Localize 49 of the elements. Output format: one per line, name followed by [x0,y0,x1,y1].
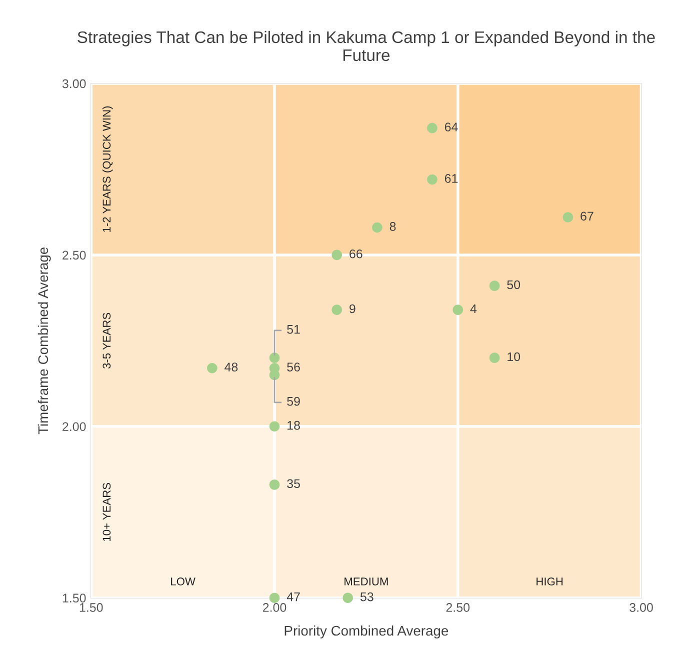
band-label: 1-2 YEARS (QUICK WIN) [102,106,113,232]
point [372,222,382,233]
annotation: 47 [286,592,300,602]
point [489,280,500,291]
point [332,304,342,315]
y-tick-label: 2.00 [62,422,86,432]
annotation: 4 [470,304,477,314]
annotation: 59 [287,396,300,406]
annotation: 50 [507,280,520,290]
x-tick-label: 1.50 [80,603,103,612]
band-label: 10+ YEARS [102,482,111,541]
annotation: 35 [287,479,300,488]
point [269,352,280,363]
x-tick-label: 3.00 [630,603,653,612]
annotation: 56 [287,362,300,372]
point [489,352,500,363]
point [269,480,280,490]
annotation: 18 [288,420,300,430]
annotation: 64 [444,122,458,132]
band-label: LOW [171,578,196,586]
annotation: 66 [350,249,362,258]
annotation: 61 [444,174,458,183]
annotation: 9 [350,304,356,314]
annotation: 48 [224,362,238,372]
point [342,592,353,604]
annotation: 51 [287,325,300,334]
point [269,592,280,604]
annotation: 8 [390,222,396,231]
y-tick-label: 3.00 [62,79,86,88]
y-tick-label: 2.50 [62,250,86,260]
point [207,362,218,374]
point [427,174,438,185]
annotation: 53 [360,592,374,602]
annotation: 10 [508,352,520,362]
x-tick-label: 2.50 [446,603,470,612]
band-label: MEDIUM [344,578,388,586]
point [332,250,342,260]
band-label: HIGH [536,578,563,586]
point [427,122,438,134]
chart-title: Strategies That Can be Piloted in Kakuma Camp 1 or Expanded Beyond in the Future [78,30,655,62]
point [452,304,464,315]
y-axis-title: Timeframe Combined Average [38,247,51,434]
band-label: 3-5 YEARS [102,312,111,369]
point [562,212,574,222]
annotation: 67 [580,212,594,221]
point [269,421,280,432]
x-tick-label: 2.00 [262,603,286,612]
y-tick-label: 1.50 [62,594,86,603]
x-axis-title: Priority Combined Average [284,625,448,638]
